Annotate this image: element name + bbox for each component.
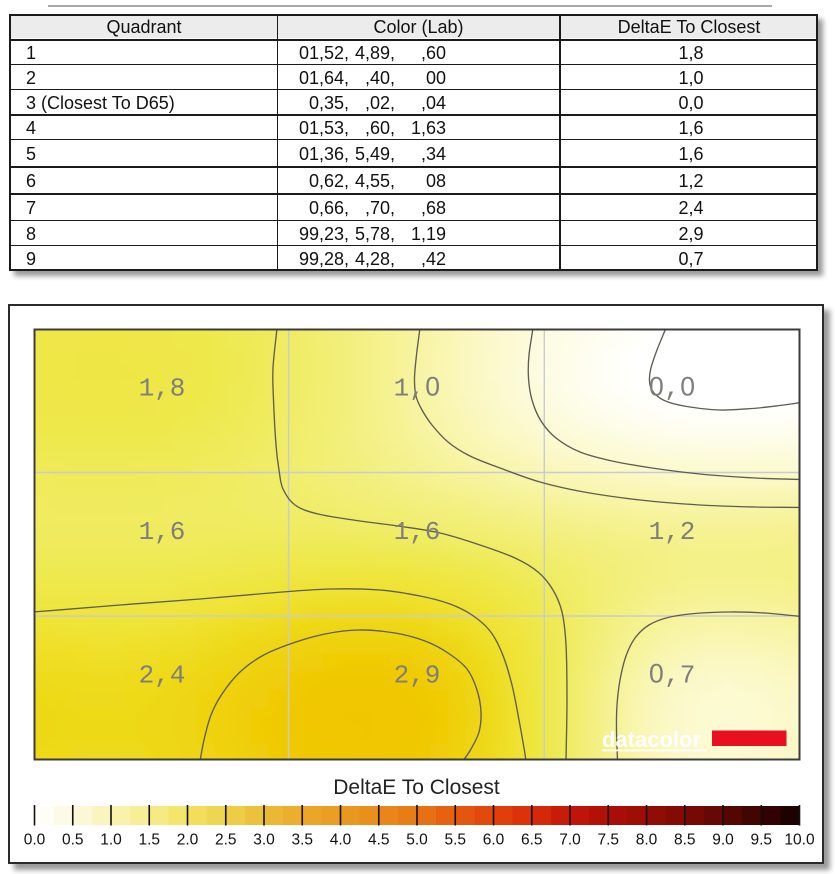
svg-text:1: 1 [649,517,665,547]
svg-text:,: , [154,374,170,404]
svg-text:,: , [409,517,425,547]
svg-text:1: 1 [139,374,155,404]
svg-text:0: 0 [649,658,664,688]
svg-text:3.0: 3.0 [253,832,275,849]
svg-text:5.5: 5.5 [444,832,466,849]
svg-text:,: , [664,660,680,690]
svg-text:6.5: 6.5 [521,832,543,849]
svg-text:4.5: 4.5 [368,832,390,849]
svg-text:1: 1 [394,374,410,404]
svg-text:1.5: 1.5 [138,832,160,849]
svg-text:,: , [664,374,680,404]
svg-text:2: 2 [139,660,155,690]
svg-text:8.5: 8.5 [674,832,696,849]
svg-text:2.0: 2.0 [177,832,199,849]
svg-text:9: 9 [425,660,441,690]
svg-text:2.5: 2.5 [215,832,237,849]
svg-text:6.0: 6.0 [483,832,505,849]
svg-text:,: , [409,660,425,690]
svg-text:0.0: 0.0 [24,832,46,849]
svg-text:1: 1 [394,517,410,547]
svg-text:,: , [154,517,170,547]
svg-text:7: 7 [680,660,696,690]
svg-text:1: 1 [139,517,155,547]
svg-text:DeltaE To Closest: DeltaE To Closest [333,776,500,799]
svg-text:2: 2 [680,517,696,547]
svg-text:6: 6 [425,517,441,547]
svg-text:10.0: 10.0 [784,832,815,849]
svg-text:3.5: 3.5 [291,832,313,849]
svg-text:4: 4 [170,660,186,690]
svg-text:7.5: 7.5 [597,832,619,849]
svg-text:8: 8 [170,374,186,404]
svg-text:1.0: 1.0 [100,832,122,849]
svg-text:,: , [154,660,170,690]
svg-text:6: 6 [170,517,186,547]
svg-text:0: 0 [680,372,695,402]
svg-text:2: 2 [394,660,410,690]
svg-text:8.0: 8.0 [636,832,658,849]
svg-text:4.0: 4.0 [330,832,352,849]
svg-text:9.5: 9.5 [750,832,772,849]
svg-text:0.5: 0.5 [62,832,84,849]
svg-text:5.0: 5.0 [406,832,428,849]
svg-text:datacolor: datacolor [602,727,701,752]
svg-text:9.0: 9.0 [712,832,734,849]
svg-text:0: 0 [649,372,664,402]
svg-text:,: , [664,517,680,547]
svg-text:,: , [409,374,425,404]
svg-text:0: 0 [425,372,440,402]
svg-text:7.0: 7.0 [559,832,581,849]
